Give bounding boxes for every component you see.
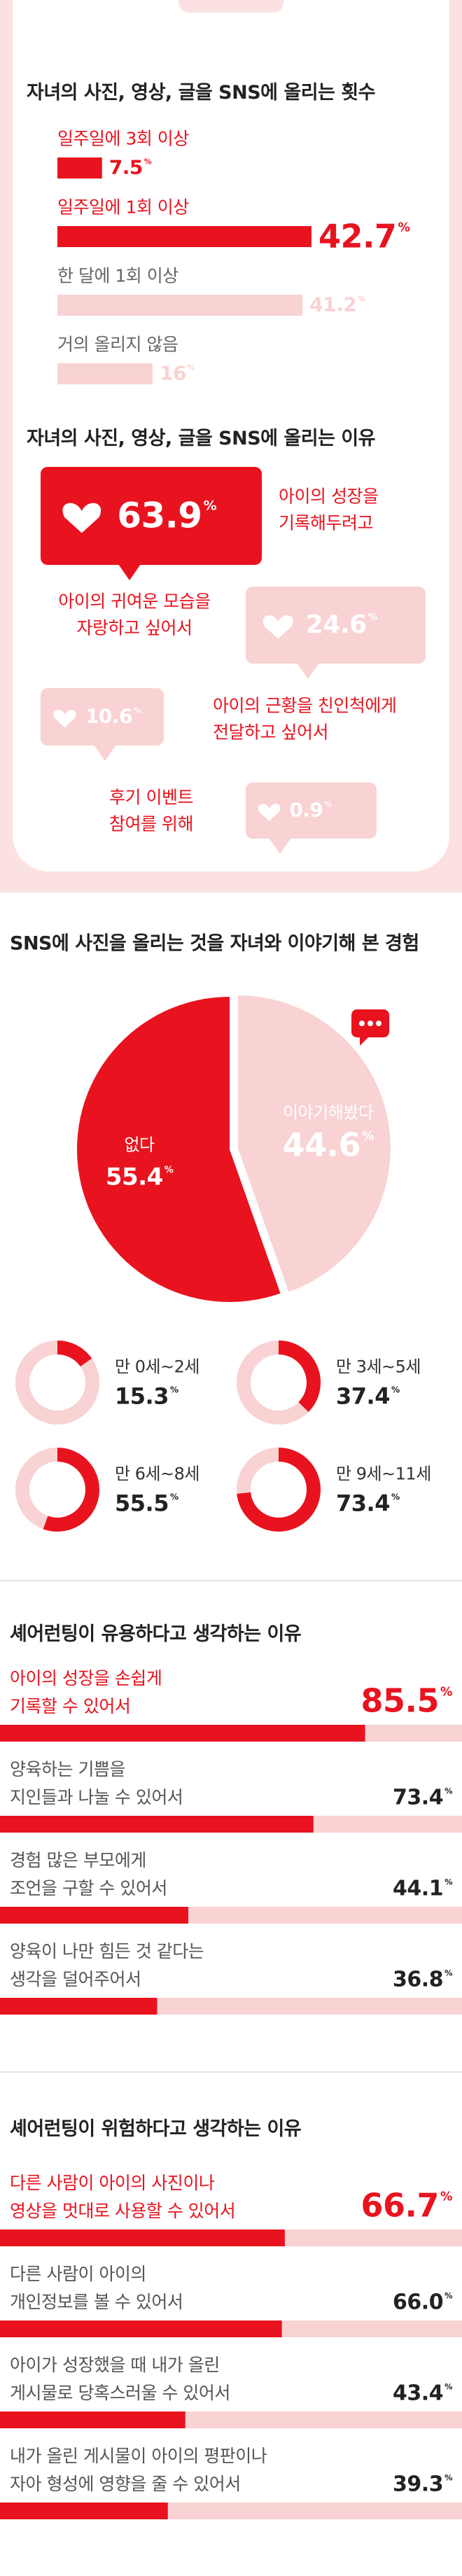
chart-title: 셰어런팅이 유용하다고 생각하는 이유 — [10, 1623, 302, 1646]
donut-arc — [278, 1340, 321, 1413]
bar-label: 한 달에 1회 이상 — [57, 265, 178, 286]
value-label: 42.7% — [318, 217, 410, 255]
donut-value: 73.4% — [336, 1490, 400, 1517]
bar-label: 다른 사람이 아이의 사진이나 영상을 멋대로 사용할 수 있어서 — [10, 2173, 236, 2221]
slice-label: 없다 — [124, 1135, 155, 1155]
chart-title: 셰어런팅이 위험하다고 생각하는 이유 — [10, 2118, 302, 2141]
bar — [57, 226, 312, 247]
value-label: 16% — [160, 361, 195, 385]
callout-tail — [118, 564, 141, 580]
value-label: 7.5% — [108, 155, 152, 179]
chat-icon — [351, 1009, 389, 1046]
callout-tail — [94, 745, 116, 761]
donut-value: 55.5% — [115, 1490, 178, 1517]
bar-label: 일주일에 1회 이상 — [57, 197, 189, 218]
callout-label: 아이의 성장을 기록해두려고 — [279, 486, 379, 533]
phone-notch — [178, 0, 284, 13]
value-label: 10.6% — [85, 704, 141, 728]
donut-value: 37.4% — [336, 1382, 400, 1410]
bar-label: 내가 올린 게시물이 아이의 평판이나 자아 형성에 영향을 줄 수 있어서 — [10, 2446, 267, 2494]
bar-label: 양육이 나만 힘든 것 같다는 생각을 덜어주어서 — [10, 1941, 204, 1989]
callout-tail — [297, 663, 319, 679]
donut-value: 15.3% — [115, 1382, 178, 1410]
slice-value: 55.4% — [105, 1163, 174, 1191]
heart-icon — [53, 710, 76, 728]
chart-title: 자녀의 사진, 영상, 글을 SNS에 올리는 이유 — [27, 428, 376, 450]
bar — [0, 2230, 285, 2246]
value-label: 41.2% — [309, 293, 365, 316]
donut-label: 만 9세~11세 — [336, 1464, 431, 1484]
callout-bubble — [246, 587, 426, 664]
pie-slice — [237, 995, 391, 1292]
bar — [0, 2320, 282, 2337]
bar — [0, 2412, 186, 2428]
slice-label: 이야기해봤다 — [283, 1102, 374, 1123]
value-label: 36.8% — [393, 1967, 452, 1992]
value-label: 24.6% — [305, 610, 378, 640]
donut-arc — [57, 1340, 92, 1367]
donut-arc — [237, 1448, 321, 1532]
value-label: 66.7% — [360, 2186, 452, 2225]
callout-bubble — [41, 688, 164, 746]
donut-label: 만 3세~5세 — [336, 1357, 421, 1377]
chart-title: SNS에 사진을 올리는 것을 자녀와 이야기해 본 경험 — [10, 932, 419, 955]
bar-label: 아이가 성장했을 때 내가 올린 게시물로 당혹스러울 수 있어서 — [10, 2355, 230, 2403]
callout-label: 후기 이벤트 참여를 위해 — [109, 787, 193, 834]
value-label: 39.3% — [393, 2472, 452, 2497]
bar-label: 경험 많은 부모에게 조언을 구할 수 있어서 — [10, 1850, 167, 1898]
bar — [57, 295, 303, 316]
bar — [0, 1998, 158, 2015]
heart-icon — [258, 804, 281, 821]
heart-icon — [62, 503, 102, 533]
value-label: 43.4% — [393, 2381, 452, 2406]
donut-label: 만 0세~2세 — [115, 1357, 200, 1377]
value-label: 44.1% — [393, 1876, 452, 1901]
bar-label: 거의 올리지 않음 — [57, 334, 178, 355]
callout-label: 아이의 근황을 친인척에게 전달하고 싶어서 — [213, 695, 397, 743]
bar-label: 일주일에 3회 이상 — [57, 128, 189, 149]
bar-label: 아이의 성장을 손쉽게 기록할 수 있어서 — [10, 1668, 162, 1716]
bar-label: 다른 사람이 아이의 개인정보를 볼 수 있어서 — [10, 2264, 183, 2312]
value-label: 66.0% — [393, 2290, 452, 2315]
bar — [0, 2502, 168, 2519]
bar — [0, 1816, 314, 1833]
value-label: 73.4% — [393, 1785, 452, 1810]
bar — [0, 1907, 189, 1924]
bar — [57, 363, 153, 384]
bar — [57, 158, 102, 178]
bar-label: 양육하는 기쁨을 지인들과 나눌 수 있어서 — [10, 1759, 183, 1807]
pie-slice — [77, 997, 281, 1302]
callout-label: 아이의 귀여운 모습을 자랑하고 싶어서 — [58, 591, 211, 638]
value-label: 85.5% — [360, 1681, 452, 1720]
chart-title: 자녀의 사진, 영상, 글을 SNS에 올리는 횟수 — [27, 82, 376, 104]
donut-label: 만 6세~8세 — [115, 1464, 200, 1484]
donut-arc — [43, 1448, 99, 1532]
bar — [0, 1725, 365, 1742]
value-label: 63.9% — [117, 495, 217, 536]
value-label: 0.9% — [289, 798, 332, 822]
heart-icon — [262, 615, 293, 639]
callout-bubble — [41, 467, 262, 565]
callout-tail — [269, 838, 291, 854]
slice-value: 44.6% — [282, 1126, 374, 1164]
callout-bubble — [246, 783, 377, 839]
